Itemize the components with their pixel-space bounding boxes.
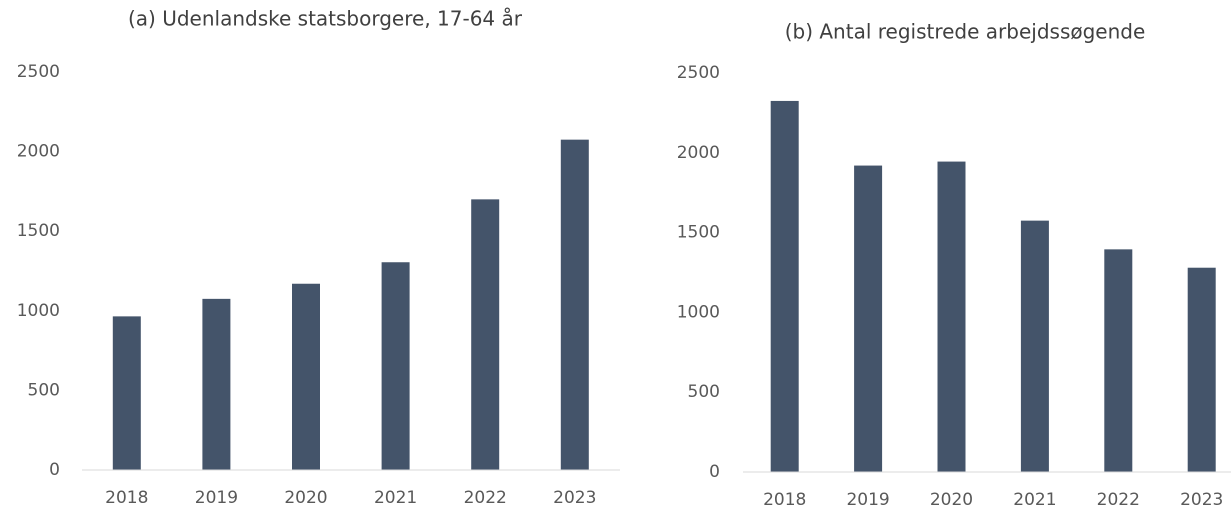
chart-title: (b) Antal registrede arbejdssøgende xyxy=(785,20,1146,44)
x-tick-label: 2018 xyxy=(763,490,806,510)
bar xyxy=(854,165,883,472)
y-tick-label: 1500 xyxy=(677,223,720,243)
bar xyxy=(292,283,320,470)
y-tick-label: 1000 xyxy=(677,302,720,322)
x-tick-label: 2021 xyxy=(1013,490,1056,510)
y-tick-label: 500 xyxy=(28,380,60,400)
x-tick-label: 2018 xyxy=(105,488,148,508)
x-tick-label: 2019 xyxy=(195,488,238,508)
y-tick-label: 1000 xyxy=(17,301,60,321)
x-tick-label: 2020 xyxy=(284,488,327,508)
bar xyxy=(381,262,410,470)
y-tick-label: 2000 xyxy=(17,142,60,162)
x-tick-label: 2021 xyxy=(374,488,417,508)
y-tick-label: 2500 xyxy=(677,63,720,83)
bar xyxy=(1104,249,1133,472)
y-tick-label: 2000 xyxy=(677,143,720,163)
bar xyxy=(202,298,231,470)
bar xyxy=(937,161,966,472)
x-tick-label: 2023 xyxy=(1180,490,1223,510)
bar xyxy=(560,139,589,470)
y-tick-label: 2500 xyxy=(17,62,60,82)
bar xyxy=(112,316,141,470)
x-tick-label: 2022 xyxy=(464,488,507,508)
chart-title: (a) Udenlandske statsborgere, 17-64 år xyxy=(128,7,523,31)
x-tick-label: 2020 xyxy=(930,490,973,510)
x-tick-label: 2019 xyxy=(846,490,889,510)
x-tick-label: 2023 xyxy=(553,488,596,508)
bar xyxy=(1187,267,1216,472)
bar xyxy=(1020,220,1049,472)
y-tick-label: 0 xyxy=(49,460,60,480)
y-tick-label: 1500 xyxy=(17,221,60,241)
bar xyxy=(471,199,500,471)
y-tick-label: 0 xyxy=(709,462,720,482)
y-tick-label: 500 xyxy=(688,382,720,402)
x-tick-label: 2022 xyxy=(1097,490,1140,510)
bar xyxy=(770,100,799,473)
